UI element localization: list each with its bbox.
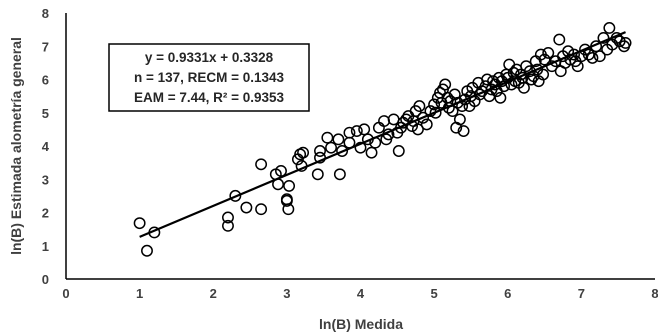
data-point (255, 203, 268, 216)
data-point (453, 113, 466, 126)
data-point (429, 106, 442, 119)
data-point (439, 78, 452, 91)
data-point (378, 115, 391, 128)
data-point (428, 98, 441, 111)
x-tick-label: 5 (431, 286, 438, 301)
data-point (297, 146, 310, 159)
data-point (358, 123, 371, 136)
data-point (406, 120, 418, 133)
data-point (280, 194, 293, 207)
data-point (133, 217, 146, 230)
data-point (222, 211, 234, 224)
regression-equation: y = 0.9331x + 0.3328 (145, 50, 274, 65)
data-point (222, 219, 234, 232)
y-tick-label: 7 (42, 39, 49, 54)
data-point (517, 81, 530, 94)
data-point (593, 50, 606, 63)
data-point (537, 68, 550, 81)
x-tick-label: 2 (210, 286, 217, 301)
data-point (507, 66, 520, 79)
regression-stats-frame (108, 43, 310, 112)
data-points (133, 22, 632, 257)
data-point (392, 145, 405, 157)
data-point (538, 53, 551, 66)
data-point (571, 60, 584, 73)
data-point (457, 125, 470, 137)
data-point (229, 189, 242, 202)
y-tick-label: 4 (42, 139, 50, 154)
x-tick-label: 7 (578, 286, 585, 301)
data-point (365, 146, 378, 159)
x-tick-label: 6 (504, 286, 511, 301)
data-point (597, 31, 610, 44)
y-tick-label: 1 (42, 239, 49, 254)
data-point (332, 133, 345, 146)
x-axis-ticks: 0 1 2 3 4 5 6 7 8 (62, 286, 658, 301)
data-point (354, 141, 367, 154)
data-point (343, 126, 356, 139)
data-point (492, 71, 505, 84)
x-tick-label: 3 (283, 286, 290, 301)
y-axis-title: ln(B) Estimada alometría general (8, 37, 24, 255)
data-point (141, 244, 153, 257)
trendline (139, 31, 626, 238)
x-tick-label: 4 (357, 286, 365, 301)
data-point (413, 100, 426, 113)
data-point (255, 158, 268, 171)
data-point (448, 88, 461, 101)
data-point (314, 145, 326, 157)
data-point (372, 121, 385, 134)
x-tick-label: 1 (136, 286, 143, 301)
y-axis-ticks: 0 1 2 3 4 5 6 7 8 (42, 6, 50, 287)
data-point (603, 22, 616, 34)
data-point (282, 203, 295, 216)
data-point (411, 123, 424, 136)
data-point (542, 46, 555, 59)
y-tick-label: 8 (42, 6, 49, 21)
y-tick-label: 6 (42, 73, 49, 88)
data-point (240, 201, 253, 214)
data-point (568, 48, 580, 61)
y-tick-label: 2 (42, 206, 49, 221)
data-point (283, 179, 296, 192)
data-point (619, 36, 632, 49)
regression-sample-stats: n = 137, RECM = 0.1343 (134, 70, 285, 85)
data-point (336, 145, 349, 157)
data-point (483, 90, 496, 103)
regression-stats-box: y = 0.9331x + 0.3328 n = 137, RECM = 0.1… (108, 43, 310, 112)
x-axis-title: ln(B) Medida (319, 316, 403, 332)
y-tick-label: 3 (42, 172, 49, 187)
data-point (350, 125, 363, 137)
data-point (311, 168, 324, 181)
data-point (321, 131, 334, 144)
data-point (325, 141, 337, 154)
x-tick-label: 0 (62, 286, 69, 301)
y-tick-label: 5 (42, 106, 49, 121)
data-point (333, 168, 346, 181)
data-point (582, 48, 595, 61)
data-point (494, 91, 507, 104)
regression-fit-stats: EAM = 7.44, R² = 0.9353 (134, 90, 285, 105)
data-point (586, 51, 599, 64)
x-tick-label: 8 (651, 286, 658, 301)
data-point (420, 118, 433, 131)
y-tick-label: 0 (42, 272, 49, 287)
data-point (275, 164, 287, 177)
data-point (553, 33, 566, 46)
data-point (417, 111, 430, 124)
